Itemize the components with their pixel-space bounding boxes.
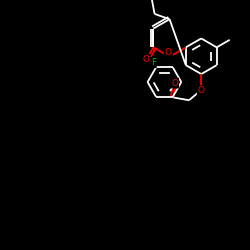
Text: O: O [143,55,150,64]
Text: O: O [198,86,205,95]
Text: O: O [165,48,172,58]
Text: O: O [171,78,178,88]
Text: F: F [151,58,156,67]
